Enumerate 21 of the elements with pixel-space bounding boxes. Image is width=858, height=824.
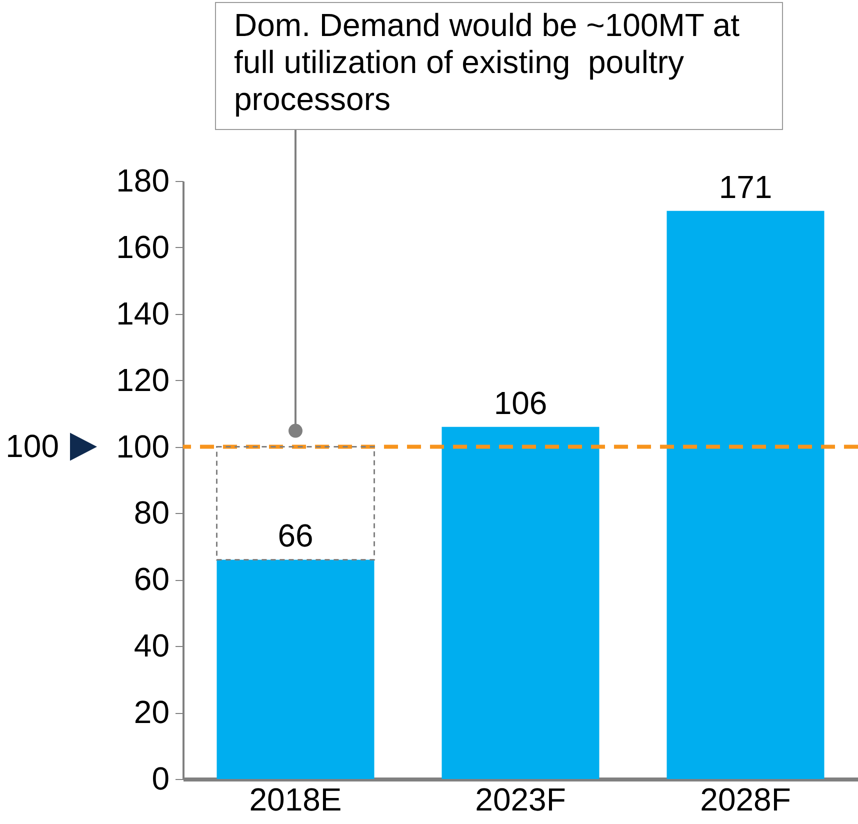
y-tick-label: 140 — [116, 295, 170, 332]
x-tick-label: 2028F — [700, 782, 791, 818]
text: 100 — [6, 428, 59, 464]
bar — [216, 560, 374, 779]
data-label: 171 — [718, 168, 772, 205]
y-tick-label: 100 — [116, 428, 170, 464]
y-tick-label: 120 — [116, 362, 170, 398]
y-tick-label: 160 — [116, 228, 170, 265]
bar — [666, 210, 824, 779]
x-tick-label: 2023F — [475, 782, 566, 818]
y-tick-label: 20 — [134, 694, 170, 730]
bar — [442, 426, 600, 779]
data-label: 66 — [278, 518, 314, 554]
y-tick-label: 0 — [152, 760, 170, 796]
text: Dom. Demand would be ~100MT at full utilization of existing poultry processors — [215, 2, 783, 130]
y-tick-label: 180 — [116, 162, 170, 198]
data-label: 106 — [494, 384, 548, 421]
y-tick-label: 40 — [134, 628, 170, 664]
x-tick-label: 2018E — [249, 782, 342, 818]
y-tick-label: 60 — [134, 561, 170, 598]
y-tick-label: 80 — [134, 494, 170, 531]
